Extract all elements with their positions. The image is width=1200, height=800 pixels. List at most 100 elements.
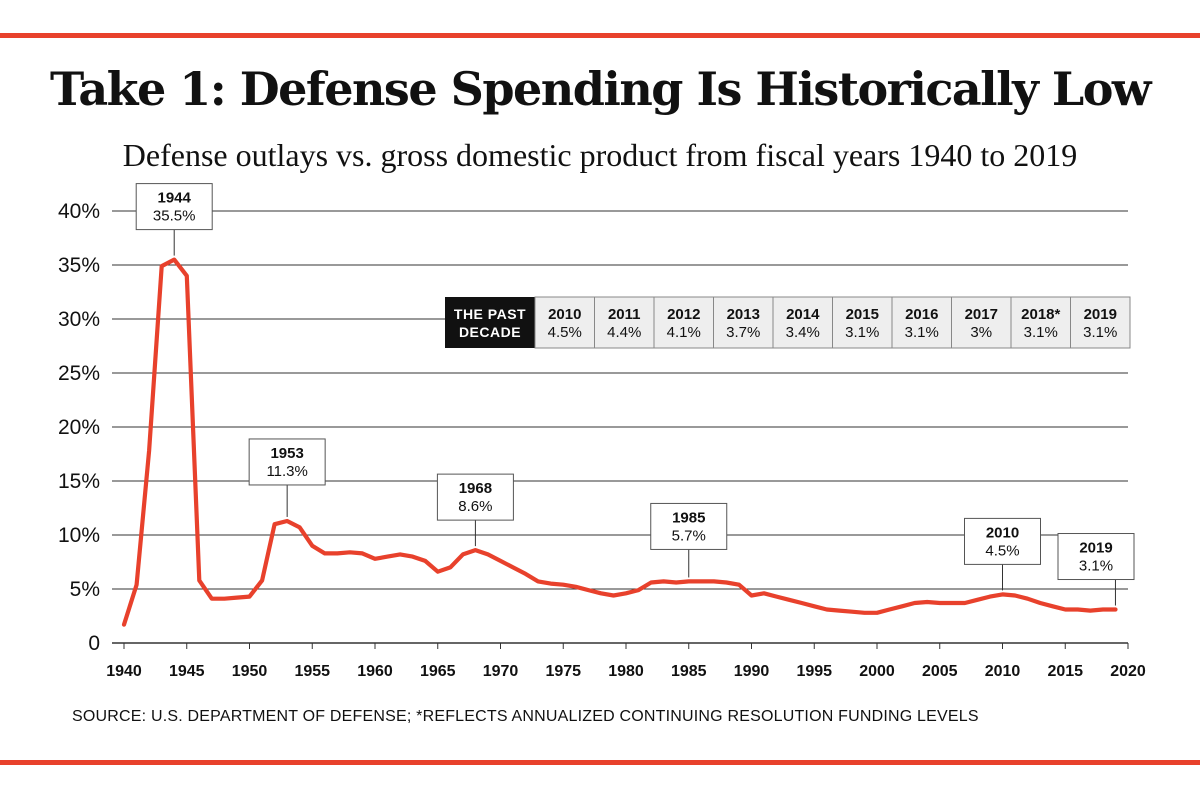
decade-cell-year: 2015 [846, 306, 879, 323]
source-note: SOURCE: U.S. DEPARTMENT OF DEFENSE; *REF… [72, 708, 979, 725]
callout-box [248, 438, 326, 486]
callout-year: 2010 [986, 524, 1019, 541]
decade-cell-year: 2013 [727, 306, 760, 323]
y-tick-label: 0 [88, 632, 100, 655]
y-tick-label: 35% [58, 254, 100, 277]
x-tick-label: 2005 [922, 663, 958, 680]
x-tick-label: 2000 [859, 663, 895, 680]
series-line-0 [121, 257, 1118, 627]
decade-cell-year: 2018* [1021, 306, 1060, 323]
x-tick-label: 1965 [420, 663, 456, 680]
y-tick-label: 5% [70, 578, 100, 601]
decade-cell-bg [951, 296, 1012, 349]
x-tick-label: 2020 [1110, 663, 1146, 680]
decade-header-cell [445, 297, 535, 348]
x-tick-label: 2015 [1047, 663, 1083, 680]
decade-cell-year: 2011 [608, 306, 641, 323]
decade-cell-value: 3% [970, 324, 992, 341]
callout-year: 2019 [1079, 540, 1112, 557]
callout-box [135, 183, 213, 231]
decade-cell-year: 2012 [667, 306, 700, 323]
decade-cell-value: 4.4% [607, 324, 641, 341]
callout-year: 1985 [672, 509, 705, 526]
decade-cell-bg [713, 296, 774, 349]
x-tick-label: 2010 [985, 663, 1021, 680]
callout-value: 4.5% [985, 542, 1019, 559]
x-tick-label: 1960 [357, 663, 393, 680]
decade-header-line2: DECADE [459, 324, 521, 340]
decade-cell-year: 2016 [905, 306, 938, 323]
chart-title: Take 1: Defense Spending Is Historically… [49, 62, 1152, 116]
x-tick-label: 1940 [106, 663, 142, 680]
callout-value: 8.6% [458, 498, 492, 515]
decade-header-line1: THE PAST [454, 306, 526, 322]
decade-cell-year: 2019 [1084, 306, 1117, 323]
x-tick-label: 1970 [483, 663, 519, 680]
callout-value: 5.7% [672, 527, 706, 544]
decade-cell-year: 2017 [965, 306, 998, 323]
callout-year: 1944 [158, 190, 192, 207]
decade-cell-bg [594, 296, 655, 349]
callout-box [436, 473, 514, 521]
callout-box [650, 502, 728, 550]
callout-value: 11.3% [266, 463, 307, 480]
series-layer [121, 257, 1118, 627]
past-decade-table: THE PASTDECADE20104.5%20114.4%20124.1%20… [445, 296, 1131, 349]
top-accent-rule [0, 33, 1200, 38]
callout-value: 35.5% [153, 208, 196, 225]
callout-value: 3.1% [1079, 558, 1113, 575]
y-tick-label: 40% [58, 200, 100, 223]
callout-box [1057, 533, 1135, 581]
y-tick-label: 20% [58, 416, 100, 439]
decade-cell-2018*: 2018*3.1% [1010, 296, 1071, 349]
callout-year: 1968 [459, 480, 492, 497]
decade-cell-bg [1010, 296, 1071, 349]
y-tick-label: 15% [58, 470, 100, 493]
bottom-accent-rule [0, 760, 1200, 765]
x-tick-label: 1990 [734, 663, 770, 680]
x-tick-label: 1950 [232, 663, 268, 680]
decade-cell-bg [1070, 296, 1131, 349]
decade-cell-bg [772, 296, 833, 349]
callout-year: 1953 [270, 445, 303, 462]
x-tick-label: 1975 [545, 663, 581, 680]
x-tick-label: 1995 [796, 663, 832, 680]
x-tick-label: 1945 [169, 663, 205, 680]
decade-cell-value: 3.1% [1083, 324, 1117, 341]
decade-cell-bg [832, 296, 893, 349]
callout-box [964, 517, 1041, 565]
chart-subtitle: Defense outlays vs. gross domestic produ… [122, 137, 1078, 173]
decade-cell-bg [534, 296, 595, 349]
y-axis-tick-labels: 0 5% 10% 15% 20% 25% 30% 35% 40% [58, 200, 100, 655]
decade-cell-year: 2014 [786, 306, 820, 323]
decade-cell-value: 3.1% [905, 324, 939, 341]
decade-cell-value: 3.1% [845, 324, 879, 341]
x-tick-label: 1980 [608, 663, 644, 680]
decade-cell-value: 3.7% [726, 324, 760, 341]
decade-cell-value: 3.1% [1024, 324, 1058, 341]
x-axis-tick-labels: 1940 1945 1950 1955 1960 1965 1970 1975 1980 1985… [106, 643, 1146, 680]
x-tick-label: 1985 [671, 663, 707, 680]
y-tick-label: 30% [58, 308, 100, 331]
decade-cell-value: 3.4% [786, 324, 820, 341]
y-tick-label: 25% [58, 362, 100, 385]
y-tick-label: 10% [58, 524, 100, 547]
decade-cell-year: 2010 [548, 306, 581, 323]
decade-cell-value: 4.1% [667, 324, 701, 341]
